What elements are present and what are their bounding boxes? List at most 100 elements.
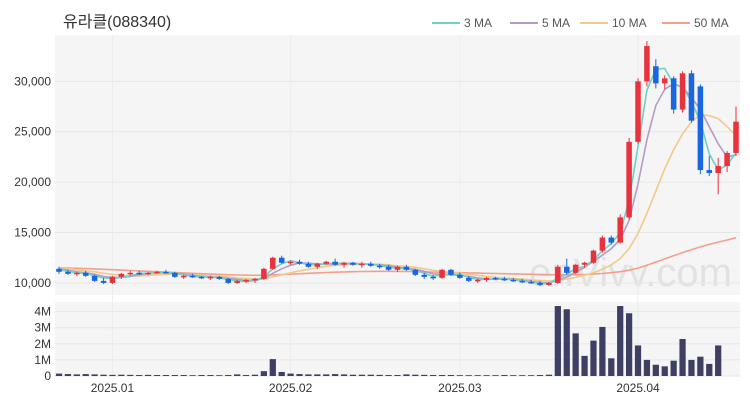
volume-bar <box>634 345 642 376</box>
candle-body <box>635 81 641 142</box>
volume-bar <box>679 339 686 376</box>
candle-body <box>100 280 107 283</box>
candle-body <box>207 276 214 279</box>
candle-body <box>661 78 668 84</box>
price-axis: 10,000 15,000 20,000 25,000 30,000 <box>14 74 51 290</box>
candle-body <box>590 250 597 263</box>
candle-body <box>368 263 374 266</box>
candle-body <box>225 278 232 283</box>
legend: 3 MA 5 MA 10 MA 50 MA <box>432 16 729 30</box>
candle-body <box>341 262 347 265</box>
candle-body <box>314 263 321 267</box>
volume-bar <box>136 375 143 376</box>
volume-bar <box>180 375 187 376</box>
volume-bar <box>688 359 695 376</box>
candle-body <box>376 265 383 268</box>
chart-title: 유라클(088340) <box>63 13 171 31</box>
volume-bar <box>465 375 472 376</box>
volume-bar <box>501 375 508 376</box>
candle-body <box>154 271 160 274</box>
volume-bar <box>643 359 651 376</box>
volume-bar <box>82 374 89 376</box>
volume-bars <box>55 306 722 376</box>
candle-body <box>421 274 427 277</box>
candle-body <box>261 268 267 279</box>
candle-body <box>332 261 338 265</box>
candle-body <box>448 269 454 275</box>
candle-body <box>359 263 365 266</box>
candle-body <box>412 269 419 275</box>
candle-body <box>234 280 240 283</box>
candle-body <box>474 279 481 282</box>
candle-body <box>278 257 285 263</box>
volume-bar <box>412 374 419 376</box>
candle-body <box>528 281 534 284</box>
candle-body <box>243 279 249 282</box>
volume-bar <box>251 374 259 376</box>
candle-body <box>403 266 410 270</box>
volume-bar <box>697 356 704 376</box>
candlesticks <box>56 41 739 286</box>
candle-body <box>82 272 89 276</box>
candle-body <box>599 237 606 251</box>
candle-body <box>519 280 525 283</box>
volume-tick-label: 0 <box>44 369 51 383</box>
volume-bar <box>296 374 303 376</box>
volume-bar <box>706 363 713 376</box>
candle-body <box>546 282 552 285</box>
volume-bar <box>225 375 232 376</box>
watermark: enVivv.com <box>529 251 732 295</box>
volume-bar <box>403 374 410 376</box>
volume-bar <box>358 374 365 376</box>
x-tick-label: 2025.01 <box>91 381 135 395</box>
volume-bar <box>260 371 267 376</box>
candle-body <box>56 268 62 272</box>
candle-body <box>572 264 579 273</box>
candle-body <box>74 272 80 275</box>
candle-body <box>430 276 436 279</box>
volume-tick-label: 1M <box>34 353 51 367</box>
volume-bar <box>287 373 294 376</box>
candle-body <box>715 166 721 174</box>
x-tick-label: 2025.02 <box>269 381 313 395</box>
candle-body <box>706 170 713 174</box>
volume-bar <box>340 374 348 376</box>
volume-bar <box>608 358 615 376</box>
volume-bar <box>510 375 517 376</box>
candle-body <box>466 277 472 281</box>
volume-bar <box>430 375 437 376</box>
volume-bar <box>438 375 446 376</box>
volume-bar <box>153 375 161 376</box>
volume-bar <box>64 374 72 376</box>
candle-body <box>252 278 258 281</box>
volume-bar <box>715 345 722 376</box>
volume-bar <box>144 374 152 376</box>
price-tick-label: 20,000 <box>14 175 51 189</box>
candle-body <box>65 271 71 274</box>
volume-bar <box>109 374 116 376</box>
volume-bar <box>599 326 606 376</box>
volume-bar <box>269 359 276 376</box>
x-axis: 2025.01 2025.02 2025.03 2025.04 <box>91 381 660 395</box>
volume-bar <box>483 375 490 376</box>
price-tick-label: 25,000 <box>14 125 51 139</box>
volume-bar <box>189 375 196 376</box>
volume-bar <box>519 375 526 376</box>
candle-body <box>305 263 312 267</box>
volume-bar <box>73 374 80 376</box>
candle-body <box>555 266 561 283</box>
volume-bar <box>216 375 223 376</box>
volume-bar <box>349 374 357 376</box>
candle-body <box>510 279 517 282</box>
candle-body <box>581 262 588 265</box>
volume-bar <box>661 366 668 376</box>
volume-bar <box>421 374 428 376</box>
volume-bar <box>305 374 312 376</box>
volume-bar <box>332 374 339 376</box>
volume-axis: 0 1M 2M 3M 4M <box>34 305 51 383</box>
candle-body <box>350 262 356 265</box>
candle-body <box>501 278 508 281</box>
candle-body <box>91 275 98 281</box>
candle-body <box>127 272 134 275</box>
